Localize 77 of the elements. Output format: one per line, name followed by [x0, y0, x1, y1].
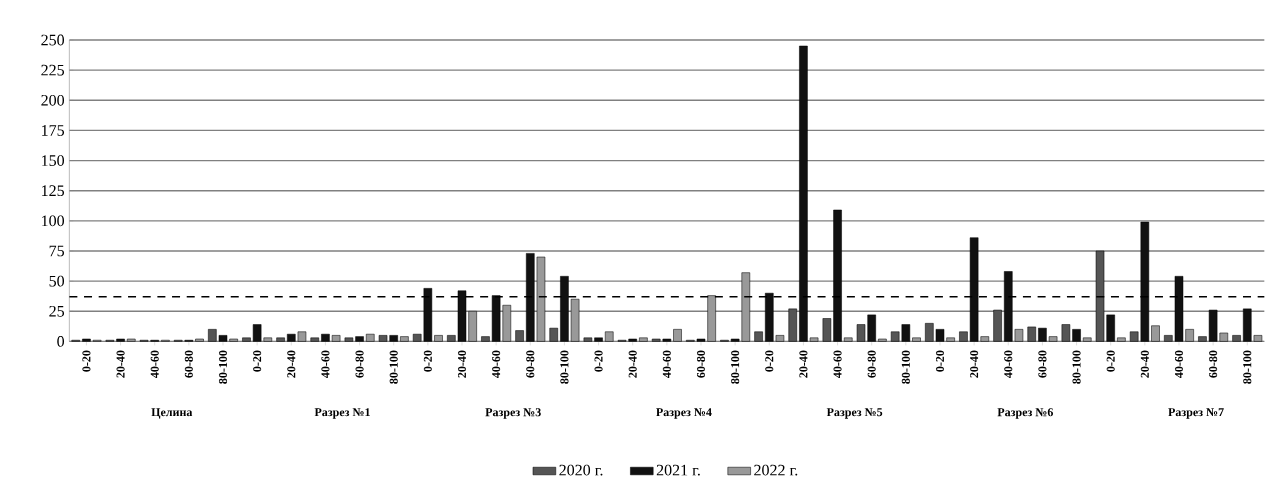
x-tick-label: 80-100 — [1243, 350, 1252, 384]
text: Разрез №3 — [485, 407, 541, 419]
x-tick-label: 80-100 — [560, 350, 569, 384]
x-tick-label: 60-80 — [867, 350, 876, 378]
legend-label: 2022 г. — [754, 464, 798, 476]
x-tick-label: 20-40 — [970, 350, 979, 378]
bar — [639, 337, 648, 342]
y-tick-label: 250 — [41, 34, 65, 46]
x-tick-label: 40-60 — [1004, 350, 1013, 378]
text: Разрез №6 — [997, 407, 1054, 419]
bar — [878, 338, 887, 342]
y-tick-label: 200 — [41, 94, 65, 106]
y-tick-label: 150 — [42, 154, 65, 166]
x-tick-label: 40-60 — [1174, 350, 1184, 378]
bar — [604, 331, 614, 342]
x-tick-label: 20-40 — [1140, 350, 1149, 378]
text: Разрез №4 — [656, 407, 712, 419]
bar — [788, 308, 798, 342]
y-tick-label: 100 — [42, 215, 65, 227]
x-tick-label: 0-20 — [935, 350, 945, 372]
x-tick-label: 0-20 — [1106, 350, 1115, 372]
x-tick-label: 60-80 — [184, 350, 193, 378]
x-tick-label: 60-80 — [526, 350, 535, 378]
y-tick-label: 225 — [41, 64, 65, 76]
x-tick-label: 40-60 — [150, 350, 159, 378]
x-tick-label: 20-40 — [457, 350, 467, 378]
x-tick-label: 80-100 — [901, 350, 910, 384]
bar — [549, 327, 559, 342]
bar — [400, 336, 409, 342]
bar — [912, 337, 921, 342]
x-tick-label: 40-60 — [492, 350, 501, 378]
text: Разрез №7 — [1168, 408, 1224, 419]
x-tick-label: 60-80 — [355, 350, 364, 378]
bar — [1027, 326, 1037, 342]
bar — [276, 337, 285, 342]
x-tick-label: 40-60 — [662, 350, 671, 378]
text: Целина — [151, 408, 193, 419]
bar — [365, 333, 375, 342]
y-tick-label: 50 — [49, 275, 65, 287]
bar — [126, 338, 136, 342]
legend-label: 2021 г. — [656, 464, 700, 476]
x-tick-label: 60-80 — [1209, 350, 1218, 378]
bar — [993, 309, 1002, 342]
bar — [310, 337, 320, 342]
x-tick-label: 80-100 — [218, 350, 228, 384]
x-tick-label: 80-100 — [389, 350, 398, 384]
y-tick-label: 0 — [57, 335, 65, 347]
bar — [1082, 337, 1092, 342]
x-tick-label: 60-80 — [696, 350, 706, 378]
x-tick-label: 20-40 — [628, 350, 637, 378]
x-tick-label: 80-100 — [1072, 350, 1081, 384]
x-tick-label: 0-20 — [423, 350, 432, 372]
bar — [515, 330, 524, 342]
x-tick-label: 40-60 — [833, 350, 842, 378]
text: Разрез №1 — [314, 407, 370, 419]
y-tick-label: 125 — [42, 185, 65, 196]
y-tick-label: 75 — [49, 245, 65, 257]
bar — [1117, 337, 1126, 342]
x-tick-label: 20-40 — [116, 350, 125, 378]
bar — [843, 337, 853, 342]
x-tick-label: 0-20 — [253, 350, 262, 372]
x-tick-label: 80-100 — [731, 350, 740, 384]
x-tick-label: 0-20 — [765, 350, 774, 372]
x-tick-label: 0-20 — [82, 350, 91, 372]
bar — [1232, 334, 1241, 342]
x-tick-label: 20-40 — [799, 350, 808, 378]
legend-label: 2020 г. — [559, 464, 603, 476]
bar — [754, 331, 763, 342]
x-tick-label: 60-80 — [1038, 350, 1047, 378]
x-tick-label: 40-60 — [321, 350, 330, 378]
text: Разрез №5 — [826, 408, 883, 419]
bar — [673, 328, 682, 342]
y-tick-label: 25 — [49, 305, 65, 317]
y-tick-label: 175 — [42, 124, 65, 136]
x-tick-label: 0-20 — [594, 350, 603, 372]
x-tick-label: 20-40 — [287, 350, 296, 378]
bar — [1151, 325, 1160, 342]
